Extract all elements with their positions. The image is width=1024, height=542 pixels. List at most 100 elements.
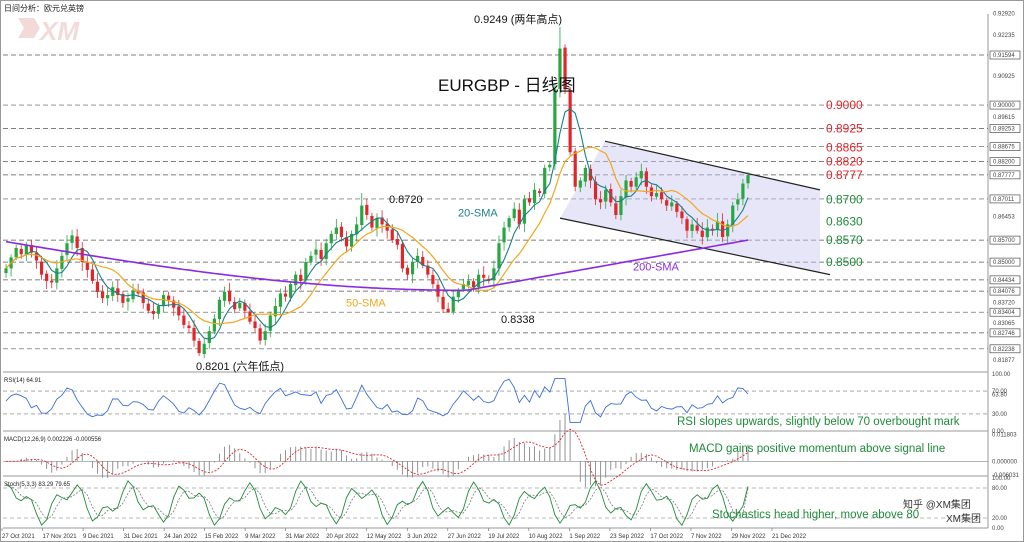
resistance-level-label: 0.8925: [826, 122, 863, 136]
candle-body: [80, 247, 84, 263]
candle-body: [400, 243, 405, 269]
candle-body: [289, 284, 293, 298]
candle-body: [116, 288, 120, 296]
price-pane: 0.92920 0.92235 0.91594 0.90925 0.90000 0.896…: [3, 11, 1021, 528]
candle-body: [243, 302, 247, 311]
price-tick-label: 0.88200: [993, 160, 1015, 166]
indicator-tick-label: 63.80: [992, 393, 1008, 399]
candle-body: [299, 274, 303, 281]
resistance-level-label: 0.8777: [826, 168, 863, 182]
date-label: 27 Oct 2021: [2, 534, 35, 540]
candle-body: [106, 295, 110, 299]
candle-body: [644, 171, 648, 187]
candle-body: [324, 243, 328, 260]
candle-body: [24, 244, 28, 255]
footer-tag: 知乎 @XM集团: [903, 498, 971, 511]
candle-body: [720, 221, 725, 237]
candle-body: [578, 180, 582, 188]
price-tick-box: [989, 170, 1021, 180]
candle-body: [441, 296, 445, 310]
price-tick-label: 0.85700: [993, 238, 1015, 244]
candle-body: [177, 306, 181, 316]
date-label: 19 Jul 2022: [488, 534, 520, 540]
candle-body: [4, 268, 8, 274]
candle-body: [680, 211, 684, 219]
price-annotation: 0.9249 (两年高点): [474, 12, 562, 26]
sma50-label: 50-SMA: [346, 298, 386, 310]
candle-body: [207, 331, 211, 344]
date-label: 15 Feb 2022: [205, 534, 239, 540]
candle-body: [700, 230, 704, 237]
candle-body: [492, 268, 496, 280]
macd-signal-line: [6, 428, 749, 486]
price-annotation: 0.8720: [389, 194, 423, 206]
indicator-header: MACD(12,26,9) 0.002226 -0.000556: [4, 437, 102, 443]
candle-body: [360, 205, 364, 226]
indicator-note: RSI slopes upwards, slightly below 70 ov…: [677, 416, 960, 428]
candle-body: [456, 290, 460, 298]
price-tick-box: [989, 328, 1021, 338]
rsi-line: [5, 378, 749, 423]
candle-body: [85, 262, 89, 270]
candle-body: [197, 341, 201, 354]
candle-body: [294, 274, 298, 286]
price-tick-label: 0.82238: [993, 347, 1015, 353]
candle-body: [599, 199, 603, 203]
candle-body: [629, 180, 633, 187]
date-label: 31 Dec 2021: [124, 534, 159, 540]
price-tick-label: 0.83404: [993, 310, 1015, 316]
date-label: 20 Apr 2022: [326, 534, 359, 540]
support-level-label: 0.8700: [826, 192, 863, 206]
price-tick-box: [989, 194, 1021, 204]
candle-body: [705, 227, 709, 238]
chart-title: EURGBP - 日线图: [438, 76, 576, 95]
price-tick-box: [989, 275, 1021, 285]
candle-body: [29, 244, 34, 253]
indicator-tick-label: 20.00: [992, 516, 1008, 522]
candle-body: [268, 315, 272, 331]
candle-body: [278, 293, 283, 307]
candle-body: [563, 47, 567, 90]
candle-body: [34, 252, 39, 261]
candle-body: [355, 224, 359, 235]
candle-body: [304, 262, 308, 281]
candle-body: [624, 180, 628, 198]
candle-body: [339, 226, 344, 237]
candle-body: [461, 284, 465, 290]
candle-body: [614, 203, 618, 215]
date-label: 9 Dec 2021: [83, 534, 114, 540]
candle-body: [527, 198, 532, 203]
candle-body: [365, 204, 369, 215]
candle-body: [222, 291, 227, 301]
candle-body: [146, 303, 150, 311]
date-label: 17 Oct 2022: [650, 534, 683, 540]
candle-body: [182, 315, 186, 325]
candle-body: [238, 302, 242, 309]
candle-body: [471, 281, 476, 288]
candle-body: [90, 269, 94, 281]
candle-body: [349, 233, 354, 247]
candle-body: [451, 296, 455, 312]
candle-body: [421, 257, 425, 266]
candle-body: [217, 299, 222, 319]
candle-body: [263, 331, 267, 340]
candle-body: [111, 287, 115, 296]
candle-body: [329, 233, 333, 244]
header-caption: 日间分析：欧元兑英镑: [4, 3, 84, 13]
candle-body: [273, 306, 277, 317]
candle-body: [161, 295, 166, 306]
date-label: 12 May 2022: [367, 534, 402, 540]
price-tick-label: 0.89253: [993, 127, 1015, 133]
date-label: 3 Jun 2022: [407, 534, 437, 540]
candle-body: [95, 281, 100, 292]
macd-pane: MACD(12,26,9) 0.002226 -0.000556 0.011803…: [3, 413, 1020, 488]
candle-body: [431, 275, 435, 285]
candle-body: [395, 239, 399, 245]
candle-body: [685, 219, 689, 231]
candle-body: [14, 247, 18, 258]
price-tick-box: [989, 124, 1021, 133]
price-tick-label: 0.87011: [993, 197, 1015, 203]
candle-body: [151, 310, 155, 314]
